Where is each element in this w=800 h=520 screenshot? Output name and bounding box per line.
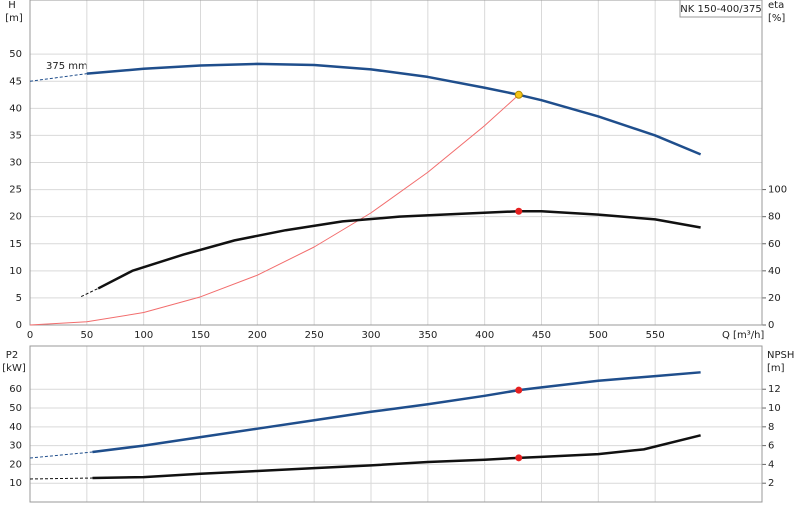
y2-axis-label: NPSH: [767, 350, 794, 361]
y2-axis-unit: [%]: [768, 13, 785, 24]
y-tick-label: 5: [16, 293, 22, 304]
x-tick-label: 450: [532, 330, 551, 341]
y-tick-label: 50: [9, 49, 22, 60]
y2-tick-label: 12: [768, 384, 781, 395]
duty-point: [515, 207, 523, 215]
plot-frame: [29, 345, 763, 503]
curve: [92, 371, 701, 454]
x-tick-label: 100: [134, 330, 153, 341]
y-tick-label: 15: [9, 239, 22, 250]
chart-title: NK 150-400/375: [680, 4, 761, 15]
y2-tick-label: 80: [768, 212, 781, 223]
y-axis-label: H: [8, 0, 16, 11]
y-tick-label: 30: [9, 441, 22, 452]
x-tick-label: 0: [27, 330, 33, 341]
curve: [29, 451, 93, 459]
x-tick-label: 50: [80, 330, 93, 341]
y2-axis-unit: [m]: [767, 363, 785, 374]
plot-frame: [29, 0, 763, 326]
y-tick-label: 60: [9, 384, 22, 395]
x-tick-label: 500: [589, 330, 608, 341]
y2-tick-label: 2: [768, 478, 774, 489]
curve: [29, 477, 93, 480]
y-axis-unit: [kW]: [2, 363, 26, 374]
curve: [29, 94, 520, 326]
y-tick-label: 20: [9, 212, 22, 223]
y-tick-label: 40: [9, 103, 22, 114]
duty-point: [514, 90, 523, 99]
y2-tick-label: 60: [768, 239, 781, 250]
y2-tick-label: 6: [768, 441, 774, 452]
curve: [86, 62, 702, 156]
y-tick-label: 35: [9, 130, 22, 141]
x-tick-label: 200: [248, 330, 267, 341]
y2-tick-label: 4: [768, 459, 774, 470]
y2-axis-label: eta: [768, 0, 784, 11]
curve: [80, 287, 99, 298]
y2-tick-label: 40: [768, 266, 781, 277]
y-tick-label: 50: [9, 403, 22, 414]
curve: [29, 73, 87, 82]
y2-tick-label: 0: [768, 320, 774, 331]
x-tick-label: 150: [191, 330, 210, 341]
title-box: [679, 0, 763, 18]
y-tick-label: 30: [9, 158, 22, 169]
y-tick-label: 10: [9, 478, 22, 489]
y2-tick-label: 20: [768, 293, 781, 304]
curve-annotation: 375 mm: [46, 61, 88, 72]
y-tick-label: 40: [9, 422, 22, 433]
y2-tick-label: 8: [768, 422, 774, 433]
y-axis-unit: [m]: [5, 13, 23, 24]
curve: [92, 434, 701, 480]
y-tick-label: 10: [9, 266, 22, 277]
x-axis-label: Q [m³/h]: [722, 330, 764, 341]
y-tick-label: 25: [9, 185, 22, 196]
y-tick-label: 0: [16, 320, 22, 331]
x-tick-label: 550: [646, 330, 665, 341]
y-tick-label: 20: [9, 459, 22, 470]
x-tick-label: 250: [305, 330, 324, 341]
x-tick-label: 400: [475, 330, 494, 341]
x-tick-label: 350: [418, 330, 437, 341]
y-tick-label: 45: [9, 76, 22, 87]
y2-tick-label: 10: [768, 403, 781, 414]
y2-tick-label: 100: [768, 185, 787, 196]
y-axis-label: P2: [6, 350, 18, 361]
duty-point: [515, 454, 523, 462]
curve: [97, 210, 701, 290]
duty-point: [515, 386, 523, 394]
x-tick-label: 300: [361, 330, 380, 341]
